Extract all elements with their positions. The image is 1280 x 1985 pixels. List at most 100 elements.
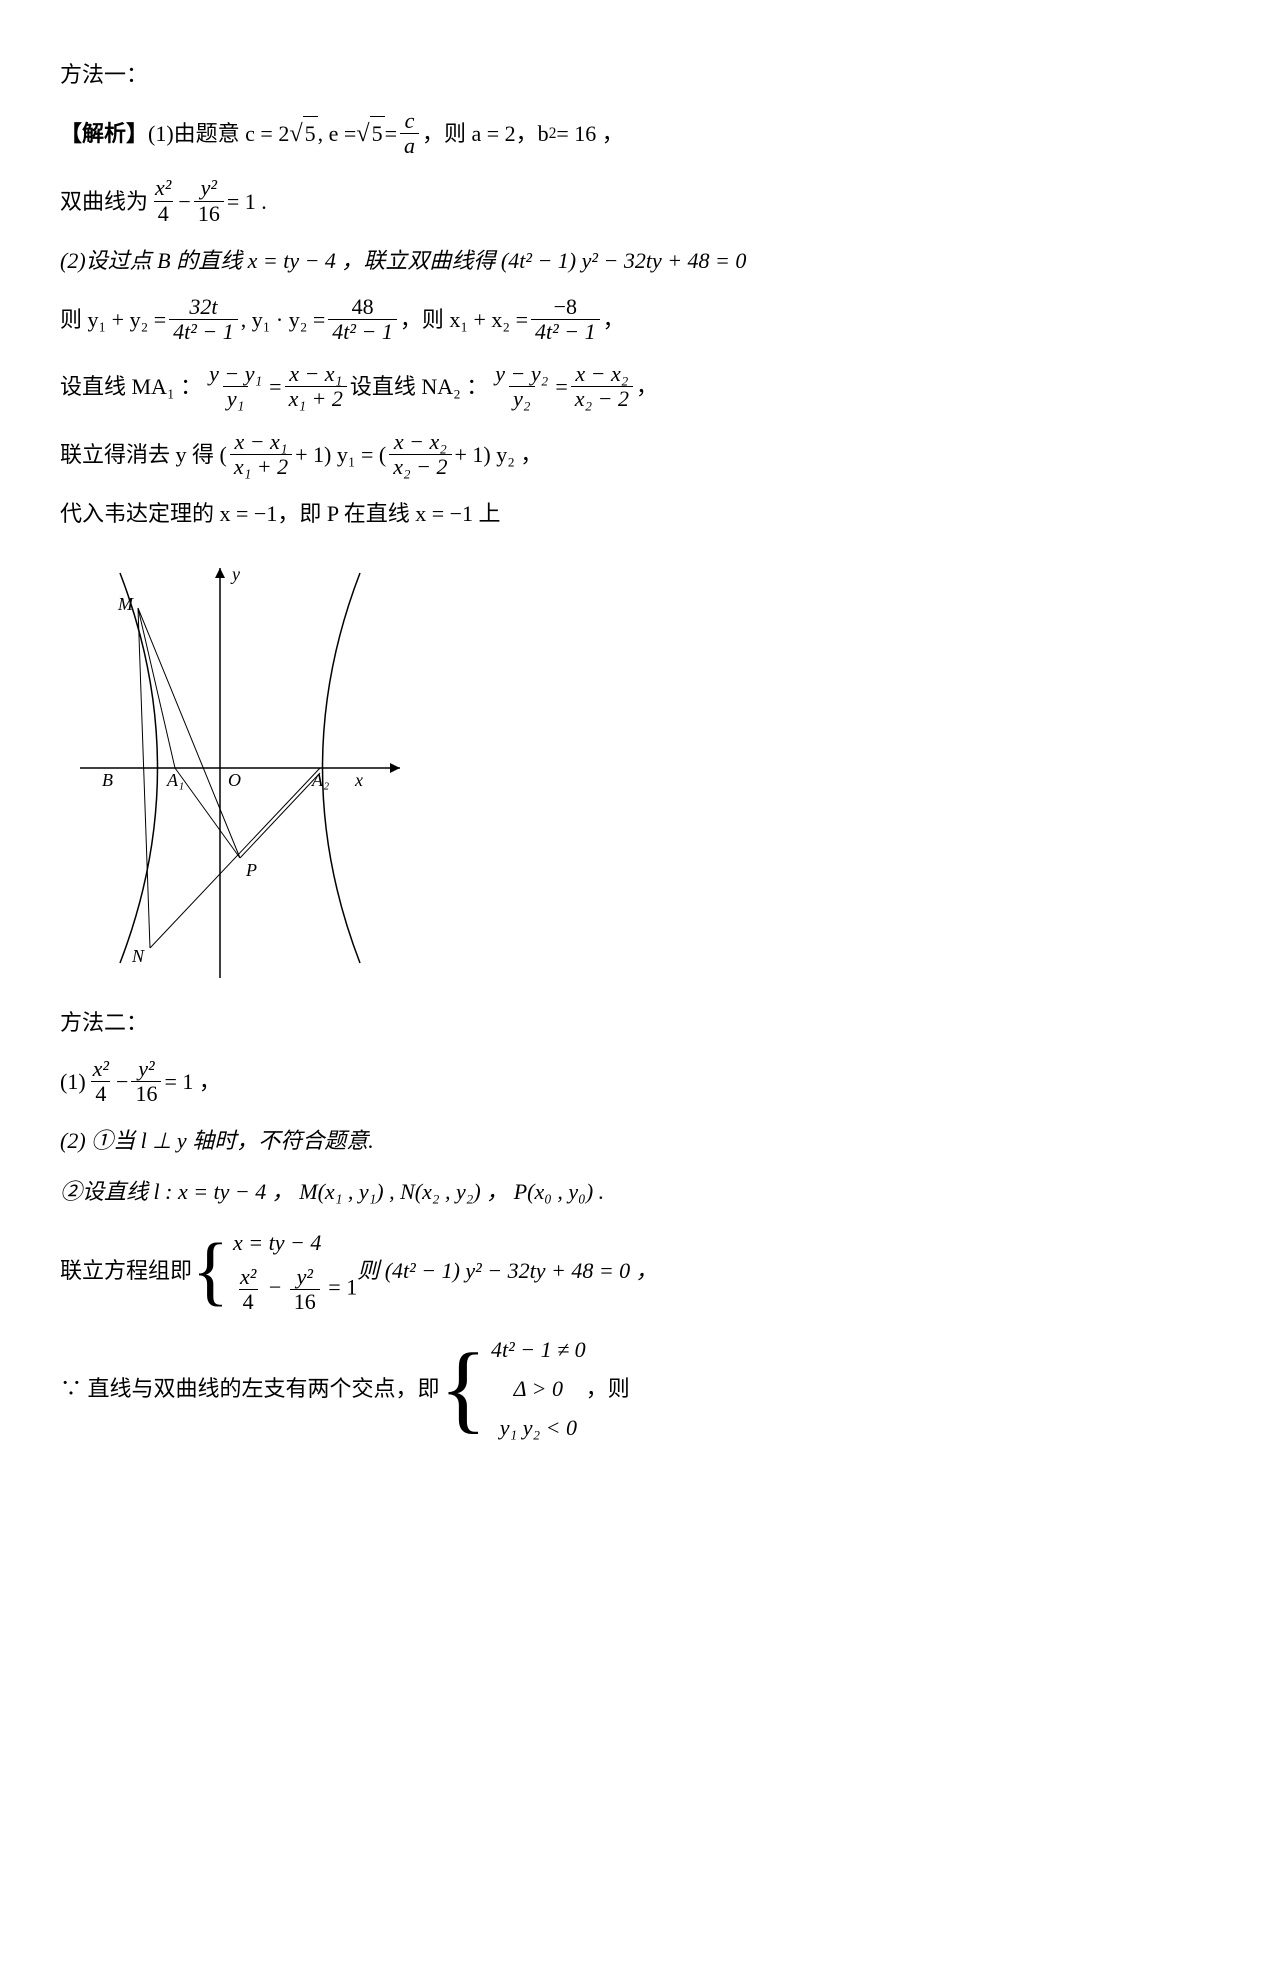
denominator: 4t² − 1 [169,319,238,344]
fraction: x² 4 [89,1057,113,1106]
numerator: y − y₂ [491,362,552,386]
svg-text:x: x [354,770,363,790]
text: = [385,117,397,150]
brace-system: { x = ty − 4 x² 4 − y² 16 = 1 [192,1226,357,1314]
svg-text:N: N [131,946,145,966]
text: ，则 x₁ + x₂ = [400,303,528,336]
svg-text:O: O [228,770,241,790]
part2-line1: (2)设过点 B 的直线 x = ty − 4 ，联立双曲线得 (4t² − 1… [60,244,1220,277]
denominator: x₂ − 2 [389,454,451,479]
brace-row: y₁ y₂ < 0 [491,1411,586,1444]
brace-system: { 4t² − 1 ≠ 0 Δ > 0 y₁ y₂ < 0 [440,1333,586,1444]
numerator: x² [236,1265,260,1289]
m2-system2: ∵ 直线与双曲线的左支有两个交点，即 { 4t² − 1 ≠ 0 Δ > 0 y… [60,1333,1220,1444]
analysis-label: 【解析】 [60,117,148,150]
text: ，则 a = 2，b [422,117,549,150]
numerator: 32t [185,295,221,319]
radicand: 5 [303,116,318,152]
svg-text:y: y [230,564,240,584]
m2-part2-case1: (2) ①当 l ⊥ y 轴时，不符合题意. [60,1124,1220,1157]
brace-row: x = ty − 4 [233,1226,357,1259]
fraction: 32t 4t² − 1 [169,295,238,344]
text: 设直线 MA₁ ： [60,370,202,403]
fraction: −8 4t² − 1 [531,295,600,344]
text: = [269,370,281,403]
svg-text:P: P [245,860,257,880]
fraction: x − x₁ x₁ + 2 [285,362,347,411]
brace-left: { [440,1349,488,1428]
fraction: y − y₁ y₁ [205,362,266,411]
fraction: x² 4 [236,1265,260,1314]
numerator: x² [89,1057,113,1081]
numerator: x² [151,176,175,200]
denominator: 4t² − 1 [531,319,600,344]
numerator: y² [293,1265,317,1289]
numerator: 48 [348,295,378,319]
text: = 1 [328,1275,357,1300]
numerator: −8 [550,295,581,319]
brace-content: 4t² − 1 ≠ 0 Δ > 0 y₁ y₂ < 0 [491,1333,586,1444]
svg-text:B: B [102,770,113,790]
text: 联立方程组即 [60,1254,192,1287]
text: 设直线 NA₂ ： [350,370,488,403]
text: − [269,1275,287,1300]
text: = 1 ， [164,1065,220,1098]
brace-row: 4t² − 1 ≠ 0 [491,1333,586,1366]
fraction: y² 16 [290,1265,320,1314]
numerator: y² [197,176,221,200]
text: (2)设过点 B 的直线 x = ty − 4 ，联立双曲线得 (4t² − 1… [60,244,746,277]
denominator: x₁ + 2 [285,386,347,411]
denominator: 16 [131,1081,161,1106]
denominator: y₂ [509,386,534,411]
fraction: c a [400,109,419,158]
text: , e = [318,117,357,150]
denominator: a [400,133,419,158]
line-MA1-NA2: 设直线 MA₁ ： y − y₁ y₁ = x − x₁ x₁ + 2 设直线 … [60,362,1220,411]
fraction: y² 16 [194,176,224,225]
method1-title: 方法一： [60,58,1220,91]
sqrt: 5 [356,116,384,152]
numerator: x − x₁ [230,430,291,454]
fraction: 48 4t² − 1 [328,295,397,344]
m2-system1: 联立方程组即 { x = ty − 4 x² 4 − y² 16 = 1 则 (… [60,1226,1220,1314]
fraction: x² 4 [151,176,175,225]
brace-left: { [192,1240,229,1302]
text: 则 (4t² − 1) y² − 32ty + 48 = 0 ， [357,1254,657,1287]
text: 方法一： [60,58,148,91]
text: 代入韦达定理的 x = −1，即 P 在直线 x = −1 上 [60,497,501,530]
brace-row: x² 4 − y² 16 = 1 [233,1265,357,1314]
numerator: x − x₂ [571,362,632,386]
fraction: x − x₂ x₂ − 2 [571,362,633,411]
numerator: x − x₁ [285,362,346,386]
sqrt: 5 [289,116,317,152]
text: 联立得消去 y 得 ( [60,438,227,471]
text: (2) ①当 l ⊥ y 轴时，不符合题意. [60,1124,374,1157]
text: ②设直线 l : x = ty − 4 ， M(x₁ , y₁) , N(x₂ … [60,1175,604,1208]
eliminate-y-line: 联立得消去 y 得 ( x − x₁ x₁ + 2 + 1) y₁ = ( x … [60,430,1220,479]
method2-title: 方法二： [60,1006,1220,1039]
numerator: y² [134,1057,158,1081]
denominator: y₁ [223,386,248,411]
denominator: 16 [194,201,224,226]
numerator: y − y₁ [205,362,266,386]
text: 则 y₁ + y₂ = [60,303,166,336]
sup: 2 [549,122,557,145]
text: 双曲线为 [60,185,148,218]
brace-row: Δ > 0 [491,1372,586,1405]
conclusion-line: 代入韦达定理的 x = −1，即 P 在直线 x = −1 上 [60,497,1220,530]
radicand: 5 [370,116,385,152]
text: = 16 ， [556,117,623,150]
brace-content: x = ty − 4 x² 4 − y² 16 = 1 [233,1226,357,1314]
m2-part2-case2: ②设直线 l : x = ty − 4 ， M(x₁ , y₁) , N(x₂ … [60,1175,1220,1208]
text: ，则 [586,1372,630,1405]
text: ， [636,370,658,403]
analysis-line-1: 【解析】 (1)由题意 c = 2 5 , e = 5 = c a ，则 a =… [60,109,1220,158]
fraction: y² 16 [131,1057,161,1106]
fraction: x − x₂ x₂ − 2 [389,430,451,479]
svg-text:A₂: A₂ [311,770,329,790]
denominator: 4t² − 1 [328,319,397,344]
text: − [116,1065,128,1098]
text: − [178,185,190,218]
vieta-line: 则 y₁ + y₂ = 32t 4t² − 1 , y₁ · y₂ = 48 4… [60,295,1220,344]
denominator: x₂ − 2 [571,386,633,411]
